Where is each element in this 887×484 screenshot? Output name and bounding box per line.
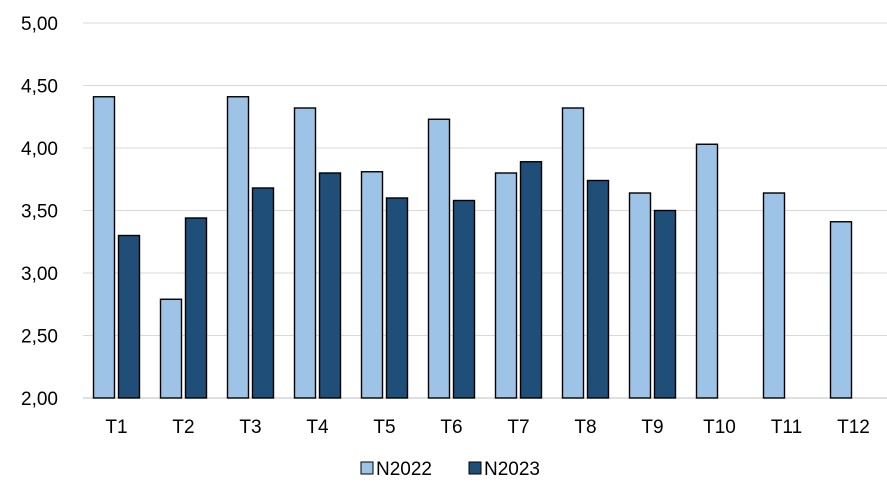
bar-n2023-t6 (452, 199, 476, 399)
bar-n2022-t5 (360, 171, 384, 399)
y-tick-label: 3,00 (21, 264, 58, 285)
bar-n2023-t1 (117, 234, 141, 399)
y-axis-ticks: 2,00 2,50 3,00 3,50 4,00 4,50 5,00 (21, 14, 58, 410)
bar-n2022-t8 (561, 107, 585, 399)
bar-n2022-t3 (226, 96, 250, 399)
y-tick-label: 2,50 (21, 327, 58, 348)
x-tick-label: T2 (172, 417, 194, 438)
x-tick-label: T9 (641, 417, 663, 438)
x-tick-label: T11 (771, 417, 802, 438)
x-tick-label: T8 (574, 417, 596, 438)
gridlines (83, 22, 887, 399)
legend-swatch-n2023 (468, 461, 482, 475)
x-tick-label: T7 (507, 417, 529, 438)
y-tick-label: 3,50 (21, 202, 58, 223)
x-tick-label: T4 (306, 417, 329, 438)
legend: N2022 N2023 (360, 459, 540, 480)
bar-n2022-t7 (494, 172, 518, 399)
bar-n2022-t11 (762, 192, 786, 399)
x-tick-label: T5 (373, 417, 395, 438)
bar-n2023-t8 (586, 179, 610, 399)
bar-n2023-t4 (318, 172, 342, 399)
bar-n2023-t3 (251, 187, 275, 399)
bar-n2023-t7 (519, 161, 543, 399)
bar-n2022-t6 (427, 118, 451, 399)
bar-n2022-t12 (829, 221, 853, 399)
bar-n2023-t5 (385, 197, 409, 399)
bar-n2023-t9 (653, 209, 677, 399)
x-axis-ticks: T1 T2 T3 T4 T5 T6 T7 T8 T9 T10 T11 T12 (105, 417, 869, 438)
x-tick-label: T12 (837, 417, 870, 438)
y-tick-label: 2,00 (21, 389, 58, 410)
bar-n2022-t10 (695, 143, 719, 399)
bar-n2023-t2 (184, 217, 208, 399)
x-tick-label: T6 (440, 417, 462, 438)
bar-n2022-t1 (92, 96, 116, 399)
legend-label-n2023: N2023 (484, 459, 540, 480)
x-tick-label: T1 (105, 417, 127, 438)
y-tick-label: 4,00 (21, 139, 58, 160)
bar-n2022-t9 (628, 192, 652, 399)
x-tick-label: T3 (239, 417, 261, 438)
y-tick-label: 4,50 (21, 77, 58, 98)
bar-n2022-t2 (159, 298, 183, 399)
bar-n2022-t4 (293, 107, 317, 399)
legend-swatch-n2022 (360, 461, 374, 475)
y-tick-label: 5,00 (21, 14, 58, 35)
bars (92, 96, 853, 399)
legend-label-n2022: N2022 (376, 459, 432, 480)
x-tick-label: T10 (703, 417, 736, 438)
